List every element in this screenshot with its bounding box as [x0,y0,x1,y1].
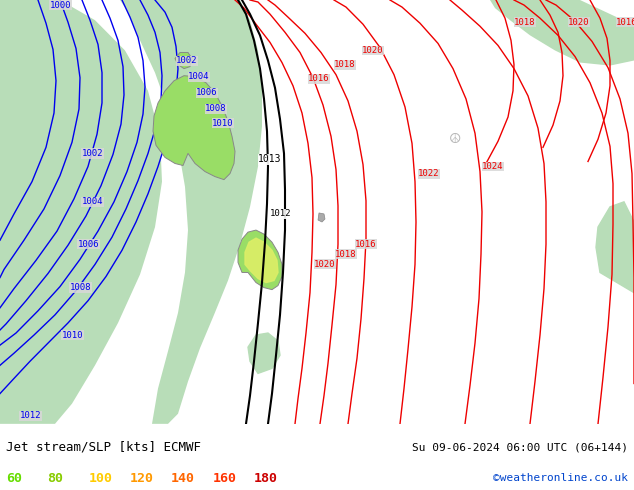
Text: 1010: 1010 [212,119,233,127]
Text: 1006: 1006 [78,240,100,249]
Polygon shape [248,333,280,373]
Text: 1016: 1016 [616,18,634,26]
Text: 1000: 1000 [50,0,72,9]
Text: 1008: 1008 [205,104,226,114]
Text: 60: 60 [6,471,22,485]
Text: 1002: 1002 [82,149,103,158]
Text: 1004: 1004 [82,197,103,206]
Text: 100: 100 [89,471,113,485]
Text: Jet stream/SLP [kts] ECMWF: Jet stream/SLP [kts] ECMWF [6,441,202,454]
Text: 1012: 1012 [20,411,41,420]
Polygon shape [318,213,325,222]
Text: 1016: 1016 [308,74,330,83]
Text: 1004: 1004 [188,72,209,81]
Text: 140: 140 [171,471,195,485]
Text: 80: 80 [48,471,63,485]
Text: 1018: 1018 [334,60,356,69]
Text: 1024: 1024 [482,162,503,171]
Text: 1006: 1006 [196,88,217,98]
Text: 180: 180 [254,471,278,485]
Text: 1018: 1018 [514,18,536,26]
Text: ☮: ☮ [449,132,462,147]
Text: 1022: 1022 [418,169,439,178]
Polygon shape [596,202,634,293]
Text: 1018: 1018 [335,250,356,259]
Text: 120: 120 [130,471,154,485]
Text: 1012: 1012 [270,209,292,219]
Text: 1002: 1002 [176,56,198,65]
Text: 1016: 1016 [355,240,377,249]
Polygon shape [0,343,25,368]
Text: 1010: 1010 [62,331,84,340]
Text: Su 09-06-2024 06:00 UTC (06+144): Su 09-06-2024 06:00 UTC (06+144) [411,442,628,452]
Text: 1020: 1020 [314,260,335,269]
Text: 1013: 1013 [258,154,281,165]
Text: ©weatheronline.co.uk: ©weatheronline.co.uk [493,473,628,483]
Text: 1020: 1020 [362,46,384,55]
Text: 1008: 1008 [70,283,91,292]
Polygon shape [245,238,278,283]
Text: 1020: 1020 [568,18,590,26]
Text: 160: 160 [212,471,236,485]
